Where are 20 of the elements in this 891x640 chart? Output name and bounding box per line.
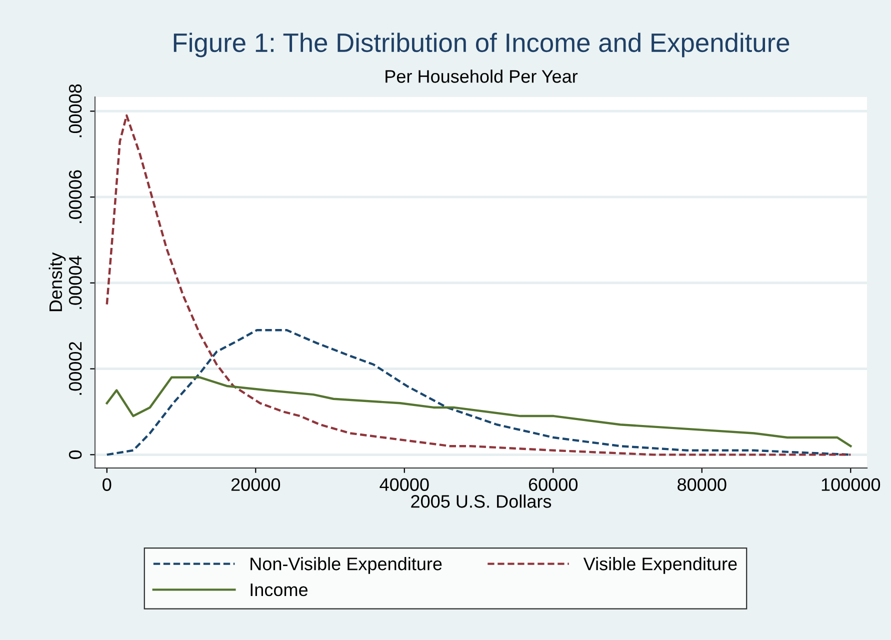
y-tick-label: .00004 [68,256,82,309]
chart-subtitle: Per Household Per Year [386,70,578,83]
x-tick-label: 100000 [822,478,880,491]
y-tick-label: .00002 [68,342,82,395]
chart-title: Figure 1: The Distribution of Income and Expenditure [174,32,790,58]
y-axis-title: Density [48,252,66,312]
legend-label: Income [250,584,308,596]
x-tick-label: 0 [102,478,112,491]
x-axis-title: 2005 U.S. Dollars [411,494,552,508]
legend-label: Visible Expenditure [583,557,737,574]
x-tick-label: 20000 [231,478,280,491]
y-tick-label: .00006 [68,170,82,224]
x-tick-label: 80000 [678,478,726,491]
y-tick-label: 0 [68,450,82,460]
line-series [106,376,852,448]
legend-label: Non-Visible Expenditure [250,557,442,574]
y-tick-label: .00008 [68,84,82,138]
x-tick-label: 40000 [380,478,429,491]
line-series [106,114,852,456]
x-tick-label: 60000 [528,478,578,491]
